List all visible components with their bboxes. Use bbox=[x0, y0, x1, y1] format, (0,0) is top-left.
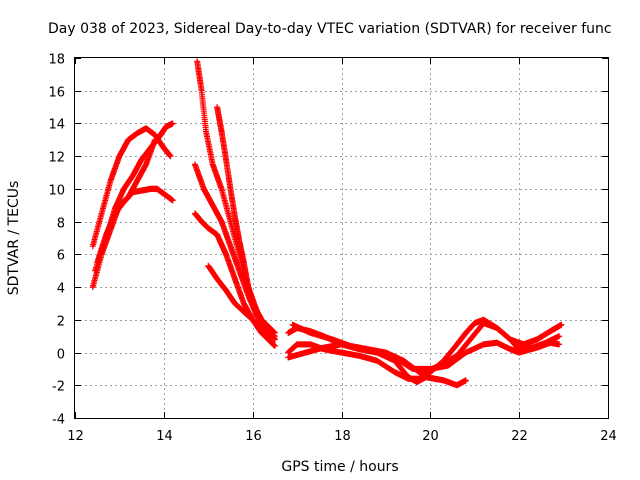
x-tick-label: 16 bbox=[245, 429, 262, 444]
y-tick-label: 2 bbox=[57, 315, 65, 330]
y-tick-label: 4 bbox=[57, 282, 65, 297]
y-tick-label: 16 bbox=[48, 86, 65, 101]
grid bbox=[75, 58, 608, 418]
data-point bbox=[169, 120, 176, 127]
data-point bbox=[271, 343, 278, 349]
axis-ticks bbox=[75, 58, 609, 419]
y-tick-label: 14 bbox=[48, 118, 65, 133]
x-tick-label: 12 bbox=[67, 429, 84, 444]
data-point bbox=[271, 342, 278, 349]
series-arc-13 bbox=[289, 320, 565, 377]
data-point bbox=[558, 321, 565, 328]
x-tick-label: 24 bbox=[600, 429, 617, 444]
series-arc-4 bbox=[94, 185, 176, 266]
series-arc-1 bbox=[89, 125, 174, 250]
data-point bbox=[267, 333, 274, 340]
x-tick-label: 20 bbox=[422, 429, 439, 444]
y-tick-label: 0 bbox=[57, 348, 65, 363]
y-tick-label: 12 bbox=[48, 151, 65, 166]
y-axis-label: SDTVAR / TECUs bbox=[6, 181, 22, 296]
chart-title: Day 038 of 2023, Sidereal Day-to-day VTE… bbox=[48, 21, 612, 37]
data-point bbox=[167, 153, 174, 160]
data-series bbox=[89, 58, 565, 389]
y-tick-label: 6 bbox=[57, 249, 65, 264]
y-tick-labels: -4 -2 0 2 4 6 8 10 12 14 16 18 bbox=[48, 53, 65, 428]
x-tick-label: 18 bbox=[334, 429, 351, 444]
data-point bbox=[556, 341, 563, 348]
data-point bbox=[462, 377, 469, 384]
y-tick-label: 10 bbox=[48, 184, 65, 199]
x-tick-label: 14 bbox=[156, 429, 173, 444]
x-tick-label: 22 bbox=[511, 429, 528, 444]
plot-frame bbox=[74, 57, 609, 419]
y-tick-label: 8 bbox=[57, 217, 65, 232]
data-point bbox=[556, 333, 563, 340]
data-point bbox=[152, 136, 158, 143]
x-axis-label: GPS time / hours bbox=[281, 459, 398, 475]
x-tick-labels: 12 14 16 18 20 22 24 bbox=[67, 429, 617, 444]
data-point bbox=[169, 197, 176, 204]
series-arc-5 bbox=[194, 58, 278, 343]
y-tick-label: 18 bbox=[48, 53, 65, 68]
series-arc-9 bbox=[191, 161, 274, 340]
y-tick-label: -4 bbox=[52, 413, 65, 428]
y-tick-label: -2 bbox=[52, 380, 65, 395]
